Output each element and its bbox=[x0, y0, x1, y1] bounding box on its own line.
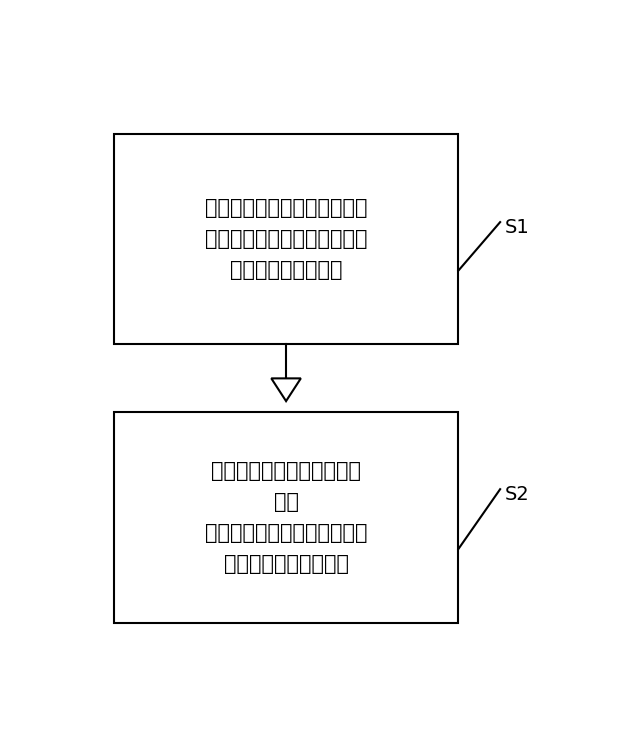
Text: S1: S1 bbox=[505, 218, 530, 238]
Bar bbox=[114, 413, 458, 623]
Text: 扭地机器人利用安装在其底部
的磁场传感器检测预先设置在
房门口地面上的磁条: 扭地机器人利用安装在其底部 的磁场传感器检测预先设置在 房门口地面上的磁条 bbox=[205, 198, 367, 280]
Bar bbox=[114, 134, 458, 344]
Text: 确定磁条在环境地图中的位
置，
根据磁条的位置确定两个清扭
区域间的虚拟边界位置: 确定磁条在环境地图中的位 置， 根据磁条的位置确定两个清扭 区域间的虚拟边界位置 bbox=[205, 461, 367, 574]
Polygon shape bbox=[271, 379, 301, 401]
Text: S2: S2 bbox=[505, 486, 530, 504]
